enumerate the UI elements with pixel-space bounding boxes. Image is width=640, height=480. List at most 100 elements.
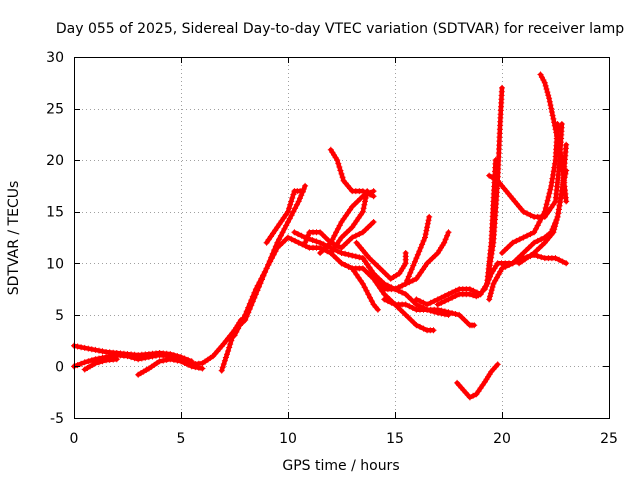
data-point (424, 306, 431, 313)
data-point (195, 364, 202, 371)
data-point (442, 236, 449, 243)
data-point (302, 182, 309, 189)
data-point (367, 189, 373, 196)
data-point (88, 346, 95, 353)
data-point (417, 298, 423, 305)
x-tick-label: 5 (177, 431, 186, 447)
data-point (272, 243, 279, 250)
data-point (499, 84, 505, 91)
data-point (336, 222, 343, 229)
data-point (432, 252, 439, 259)
data-point (425, 217, 432, 224)
data-point (96, 359, 102, 366)
series-track-7 (263, 188, 306, 246)
data-point (441, 239, 448, 246)
data-point (289, 195, 296, 201)
data-point (557, 195, 564, 202)
data-point (534, 253, 541, 260)
data-point (331, 232, 338, 239)
data-point (552, 220, 559, 227)
data-point (188, 363, 195, 370)
data-point (551, 226, 558, 233)
data-point (405, 293, 412, 300)
data-point (486, 296, 493, 303)
data-point (541, 208, 548, 215)
series-track-24 (499, 121, 561, 256)
data-point (557, 150, 564, 157)
data-point (226, 344, 233, 351)
data-point (381, 296, 388, 303)
data-point (520, 234, 527, 241)
data-point (363, 287, 370, 294)
data-point (370, 193, 377, 200)
data-point (561, 174, 568, 181)
data-point (554, 136, 561, 143)
data-point (464, 319, 471, 326)
data-point (449, 310, 456, 317)
data-point (349, 203, 356, 210)
data-point (444, 232, 451, 239)
data-point (538, 236, 545, 243)
data-point (527, 231, 534, 238)
data-point (252, 286, 259, 293)
data-point (371, 260, 378, 267)
data-point (288, 198, 295, 205)
data-point (524, 210, 530, 217)
data-point (292, 237, 299, 244)
data-point (415, 272, 422, 279)
data-point (293, 201, 300, 208)
series-track-3 (81, 356, 120, 373)
data-point (219, 364, 226, 371)
data-point (192, 364, 199, 371)
data-point (547, 186, 554, 193)
data-point (466, 394, 473, 401)
data-point (461, 317, 468, 323)
data-point (556, 143, 563, 150)
series-line (375, 230, 451, 292)
y-tick-label: 0 (55, 359, 64, 375)
data-point (434, 301, 441, 308)
data-point (338, 219, 345, 225)
series-line (71, 235, 334, 369)
y-tick-label: 25 (46, 102, 64, 118)
data-point (554, 213, 561, 220)
data-point (92, 346, 99, 353)
data-point (560, 181, 567, 188)
data-point (142, 354, 149, 361)
data-point (351, 201, 358, 207)
data-point (411, 258, 418, 265)
data-point (365, 270, 372, 277)
data-point (346, 237, 353, 244)
y-tick-label: 20 (46, 153, 64, 169)
axis-ticks: 0 5 10 15 20 25 -5 0 5 10 15 20 25 30 (46, 50, 618, 447)
data-point (337, 167, 344, 174)
data-point (96, 347, 102, 354)
data-point (320, 241, 327, 248)
data-point (538, 254, 545, 261)
data-point (280, 214, 287, 221)
series-track-18 (381, 296, 452, 318)
data-point (276, 236, 283, 243)
series-track-20 (434, 84, 505, 308)
y-tick-label: -5 (50, 411, 64, 427)
data-point (531, 239, 538, 246)
x-tick-label: 15 (386, 431, 404, 447)
data-point (408, 296, 415, 303)
data-point (408, 266, 415, 273)
data-point (290, 208, 297, 215)
data-point (78, 360, 85, 367)
data-point (362, 198, 368, 205)
data-point (550, 168, 557, 175)
data-point (449, 289, 456, 296)
data-point (357, 195, 364, 202)
data-point (288, 236, 295, 243)
data-point (413, 255, 420, 262)
data-point (327, 239, 334, 246)
data-point (489, 284, 496, 290)
data-point (231, 332, 238, 339)
data-point (512, 257, 519, 264)
data-point (555, 210, 562, 217)
data-point (145, 354, 152, 361)
data-point (362, 258, 368, 265)
x-tick-label: 20 (493, 431, 511, 447)
